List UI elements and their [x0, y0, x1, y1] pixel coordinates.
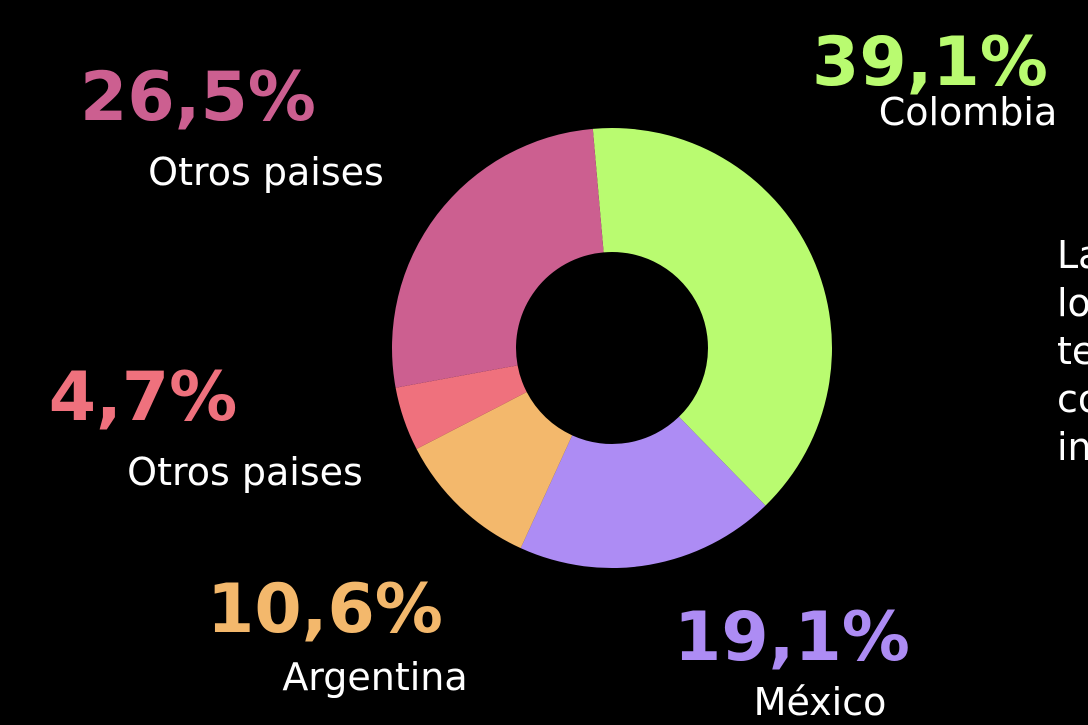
category-label: Argentina — [282, 655, 467, 699]
annotation-line: La — [1057, 233, 1088, 277]
slice — [392, 128, 604, 388]
slice — [520, 416, 766, 568]
value-label: 4,7% — [49, 358, 238, 437]
category-label: Otros paises — [148, 150, 384, 194]
value-label: 10,6% — [207, 570, 443, 649]
slice — [395, 365, 527, 449]
category-label: México — [754, 680, 887, 724]
slice — [592, 128, 832, 506]
value-label: 19,1% — [674, 598, 910, 677]
value-label: 26,5% — [80, 58, 316, 137]
slice — [416, 392, 573, 549]
annotation-line: in — [1057, 425, 1088, 469]
annotation-line: te — [1057, 329, 1088, 373]
annotation-line: lo — [1057, 281, 1088, 325]
annotation-line: co — [1057, 377, 1088, 421]
value-label: 39,1% — [812, 23, 1048, 102]
category-label: Otros paises — [127, 450, 363, 494]
category-label: Colombia — [879, 90, 1058, 134]
